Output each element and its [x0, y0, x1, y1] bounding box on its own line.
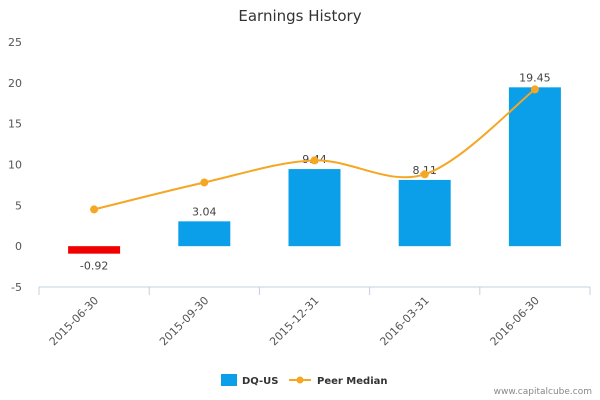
- legend-label-dq-us: DQ-US: [242, 376, 278, 387]
- legend-marker-peer-median: [296, 376, 304, 384]
- y-axis-ticks: -5 0 5 10 15 20 25: [8, 36, 22, 294]
- x-tick-label: 2015-09-30: [157, 294, 211, 348]
- bar: [398, 179, 451, 247]
- x-tick-label: 2016-06-30: [488, 294, 542, 348]
- bar-data-labels: -0.923.049.448.1119.45: [80, 71, 551, 272]
- peer-median-point: [420, 170, 429, 179]
- bar: [508, 87, 561, 247]
- watermark-text: www.capitalcube.com: [494, 387, 592, 397]
- peer-median-point: [200, 178, 209, 187]
- peer-median-points: [90, 85, 539, 214]
- x-axis-ticks: 2015-06-30 2015-09-30 2015-12-31 2016-03-31…: [38, 287, 591, 348]
- legend-label-peer-median: Peer Median: [317, 376, 388, 387]
- y-tick-label: -5: [11, 281, 22, 294]
- bar-data-label: -0.92: [80, 260, 108, 273]
- x-tick-label: 2016-03-31: [377, 294, 431, 348]
- peer-median-point: [530, 85, 539, 94]
- x-tick-label: 2015-06-30: [47, 294, 101, 348]
- bar-series: [68, 87, 561, 254]
- y-tick-label: 25: [8, 36, 22, 49]
- y-tick-label: 0: [15, 240, 22, 253]
- y-tick-label: 20: [8, 77, 22, 90]
- x-tick-label: 2015-12-31: [267, 294, 321, 348]
- bar-data-label: 19.45: [519, 71, 551, 84]
- bar: [288, 169, 341, 247]
- legend[interactable]: DQ-US Peer Median: [221, 374, 388, 387]
- y-tick-label: 10: [8, 159, 22, 172]
- bar: [68, 246, 121, 254]
- bar-data-label: 3.04: [192, 205, 217, 218]
- y-tick-label: 5: [15, 199, 22, 212]
- chart-title: Earnings History: [238, 7, 361, 25]
- bar: [178, 221, 231, 247]
- peer-median-point: [310, 156, 319, 165]
- peer-median-point: [90, 205, 99, 214]
- legend-swatch-dq-us: [221, 374, 237, 386]
- y-tick-label: 15: [8, 118, 22, 131]
